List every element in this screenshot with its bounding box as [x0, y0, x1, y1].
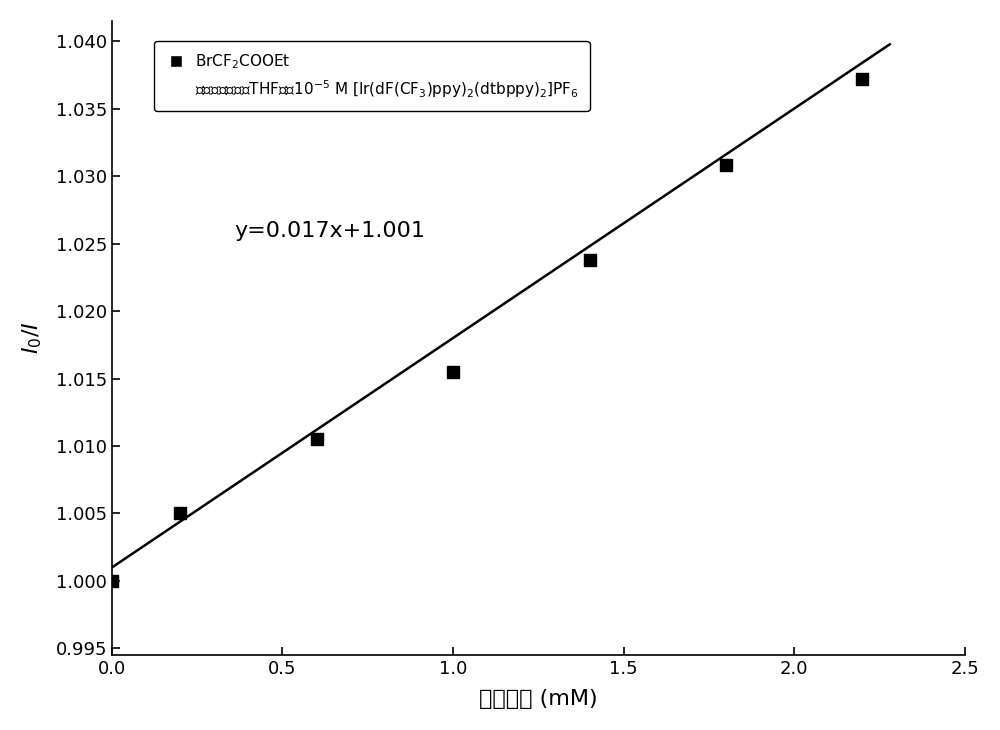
Y-axis label: $I_0/I$: $I_0/I$: [21, 322, 44, 354]
Point: [445, 366, 461, 377]
Point: [172, 507, 188, 519]
Point: [718, 159, 734, 171]
Point: [104, 575, 120, 587]
X-axis label: 淤灯浓度 (mM): 淤灯浓度 (mM): [479, 689, 598, 709]
Point: [309, 434, 325, 445]
Legend: BrCF$_2$COOEt, 溶于四氢吵嗅（THF）的10$^{-5}$ M [Ir(dF(CF$_3$)ppy)$_2$(dtbppy)$_2$]PF$_6$: BrCF$_2$COOEt, 溶于四氢吵嗅（THF）的10$^{-5}$ M […: [154, 41, 590, 110]
Point: [854, 73, 870, 85]
Point: [582, 254, 598, 266]
Text: y=0.017x+1.001: y=0.017x+1.001: [235, 220, 426, 241]
